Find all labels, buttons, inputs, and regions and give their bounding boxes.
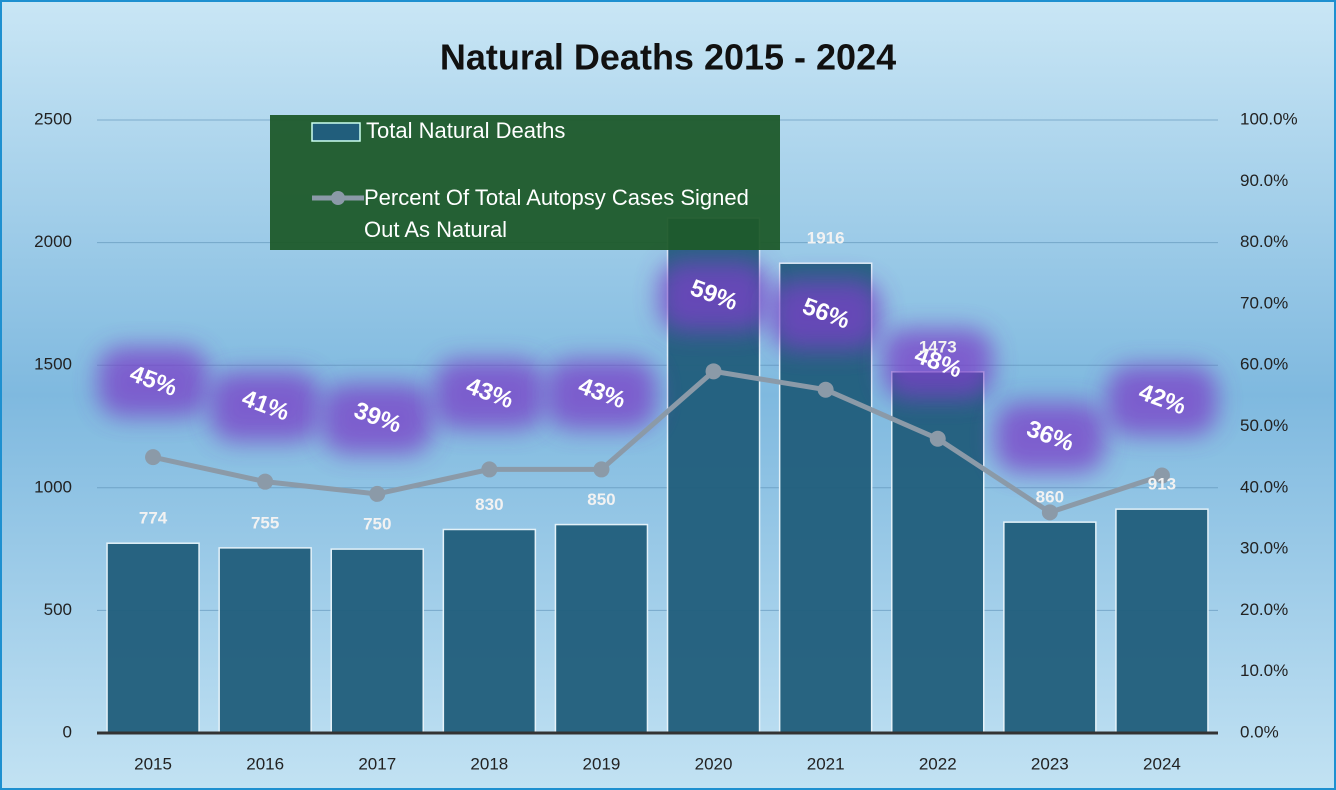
bar	[218, 547, 312, 734]
line-point	[1153, 467, 1170, 484]
bar-value-label: 774	[139, 509, 168, 528]
bar	[1003, 521, 1097, 734]
line-point	[145, 449, 162, 466]
y-tick-label: 1000	[34, 477, 72, 496]
label-glow	[770, 279, 881, 350]
bar-value-label: 1916	[807, 229, 845, 248]
plot: 0 500 1000 1500 2000 2500 0.0% 10.0% 20.0% 30.0% 4…	[34, 109, 1298, 773]
bar	[442, 528, 537, 734]
bar-value-label: 1473	[919, 337, 957, 356]
y2-tick-label: 30.0%	[1240, 539, 1288, 558]
x-tick-label: 2019	[583, 754, 621, 773]
legend: Total Natural Deaths Percent Of Total Au…	[270, 115, 780, 250]
legend-label: Percent Of Total Autopsy Cases Signed Ou…	[364, 185, 749, 242]
bar-value-label: 860	[1036, 488, 1064, 507]
x-tick-label: 2024	[1143, 754, 1181, 773]
line-point	[481, 461, 498, 478]
y-tick-label: 1500	[34, 355, 72, 374]
y2-tick-label: 50.0%	[1240, 416, 1288, 435]
label-glow	[546, 359, 657, 430]
bar-value-label: 913	[1148, 475, 1176, 494]
bar-value-label: 755	[251, 513, 279, 532]
label-glow	[658, 261, 769, 332]
label-glow	[434, 359, 545, 430]
y2-tick-label: 90.0%	[1240, 171, 1288, 190]
bar	[554, 523, 649, 734]
y2-tick-label: 0.0%	[1240, 722, 1279, 741]
line-point	[593, 461, 610, 478]
line-point	[1041, 504, 1058, 521]
y2-tick-label: 100.0%	[1240, 109, 1298, 128]
bar	[1115, 508, 1209, 734]
x-tick-label: 2021	[807, 754, 845, 773]
y2-tick-label: 70.0%	[1240, 293, 1288, 312]
y-tick-label: 2500	[34, 109, 72, 128]
bar-value-label: 830	[475, 495, 503, 514]
label-glow	[994, 402, 1105, 473]
legend-swatch	[311, 122, 361, 142]
x-tick-label: 2018	[470, 754, 508, 773]
y2-tick-label: 40.0%	[1240, 477, 1288, 496]
x-tick-label: 2015	[134, 754, 172, 773]
line	[152, 368, 1163, 516]
line-point	[369, 485, 386, 502]
label-glow	[1106, 365, 1217, 436]
line-point	[929, 430, 946, 447]
bar	[106, 542, 200, 734]
y-tick-label: 0	[63, 722, 72, 741]
y2-tick-label: 10.0%	[1240, 661, 1288, 680]
label-glow	[322, 383, 433, 454]
y-tick-label: 2000	[34, 232, 72, 251]
x-tick-label: 2020	[695, 754, 733, 773]
label-glow	[882, 328, 993, 399]
bar-value-label: 850	[587, 490, 615, 509]
x-tick-label: 2023	[1031, 754, 1069, 773]
x-tick-label: 2022	[919, 754, 957, 773]
bar	[330, 548, 424, 734]
chart-title: Natural Deaths 2015 - 2024	[440, 37, 896, 78]
label-glow	[98, 347, 209, 418]
legend-label-box: Percent Of Total Autopsy Cases Signed Ou…	[364, 185, 749, 242]
y2-tick-label: 20.0%	[1240, 600, 1288, 619]
y2-tick-label: 80.0%	[1240, 232, 1288, 251]
label-glow	[210, 371, 321, 442]
bar-value-label: 750	[363, 515, 391, 534]
legend-label: Total Natural Deaths	[366, 118, 565, 143]
line-point	[257, 473, 274, 490]
x-tick-label: 2017	[358, 754, 396, 773]
x-tick-label: 2016	[246, 754, 284, 773]
line-point	[705, 363, 722, 380]
line-point	[817, 381, 834, 398]
y2-tick-label: 60.0%	[1240, 355, 1288, 374]
legend-swatch	[331, 191, 345, 205]
y-tick-label: 500	[44, 600, 72, 619]
